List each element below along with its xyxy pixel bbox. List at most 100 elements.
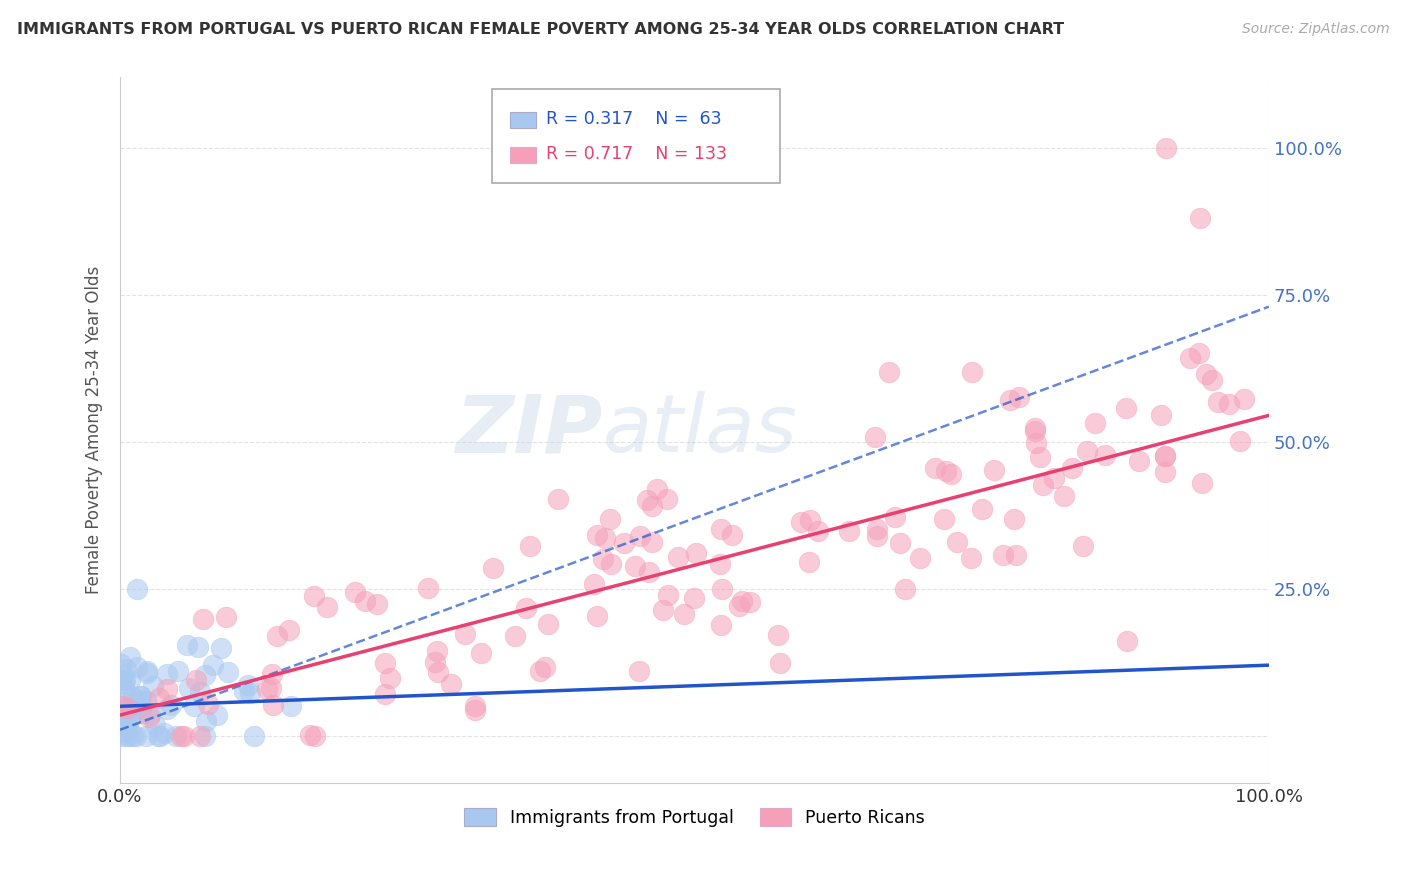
Point [344,585,367,599]
Point [440,677,463,691]
Point [188,729,211,743]
Point [118,729,141,743]
Point [304,729,326,743]
Point [135,666,157,681]
Point [672,607,695,622]
Point [991,548,1014,562]
Point [418,581,440,595]
Point [114,683,136,698]
Point [807,524,830,538]
Point [148,690,170,705]
Point [156,681,179,696]
Point [710,522,733,536]
Point [960,551,983,566]
Point [1052,489,1074,503]
Point [153,726,176,740]
Point [195,714,218,728]
Point [1188,346,1211,360]
Point [426,644,449,658]
Point [972,501,994,516]
Point [503,629,526,643]
Point [233,683,256,698]
Point [177,681,200,696]
Point [1032,478,1054,492]
Point [592,552,614,566]
Point [217,665,239,680]
Point [136,664,159,678]
Point [135,729,157,743]
Point [114,729,136,743]
Point [877,365,900,379]
Point [110,699,132,714]
Point [209,640,232,655]
Point [636,492,658,507]
Point [115,718,138,732]
Point [1153,465,1175,479]
Point [202,657,225,672]
Point [908,550,931,565]
Point [1116,634,1139,648]
Point [112,695,135,709]
Point [547,492,569,507]
Text: ZIP: ZIP [456,391,603,469]
Point [1025,435,1047,450]
Point [110,668,132,682]
Point [1195,368,1218,382]
Point [120,673,142,687]
Point [740,595,762,609]
Point [243,729,266,743]
Point [624,559,647,574]
Point [256,681,278,696]
Point [585,528,607,542]
Point [1060,460,1083,475]
Point [1024,425,1046,439]
Point [1024,421,1046,435]
Point [647,482,669,496]
Point [160,698,183,713]
Point [1218,397,1240,411]
Point [534,660,557,674]
Point [1076,444,1098,458]
Point [941,467,963,482]
Point [454,626,477,640]
Point [769,657,792,671]
Point [215,610,238,624]
Point [464,699,486,714]
Point [799,555,821,569]
Point [122,690,145,704]
Point [117,701,139,715]
Point [1153,449,1175,463]
Point [354,593,377,607]
Point [711,582,734,596]
Point [641,499,664,513]
Point [655,491,678,506]
Point [366,597,388,611]
Point [114,703,136,717]
Point [651,603,673,617]
Point [188,685,211,699]
Point [1005,548,1028,562]
Point [529,665,551,679]
Point [1115,401,1137,415]
Point [183,699,205,714]
Point [378,672,401,686]
Point [239,686,262,700]
Point [166,664,188,678]
Point [278,623,301,637]
Point [129,702,152,716]
Point [138,710,160,724]
Point [683,591,706,605]
Point [866,529,889,543]
Point [593,531,616,545]
Point [1191,475,1213,490]
Point [266,629,288,643]
Point [112,676,135,690]
Point [111,723,134,738]
Point [537,616,560,631]
Point [197,697,219,711]
Point [1043,471,1066,485]
Point [1229,434,1251,448]
Point [111,673,134,688]
Point [110,729,132,743]
Point [262,698,284,713]
